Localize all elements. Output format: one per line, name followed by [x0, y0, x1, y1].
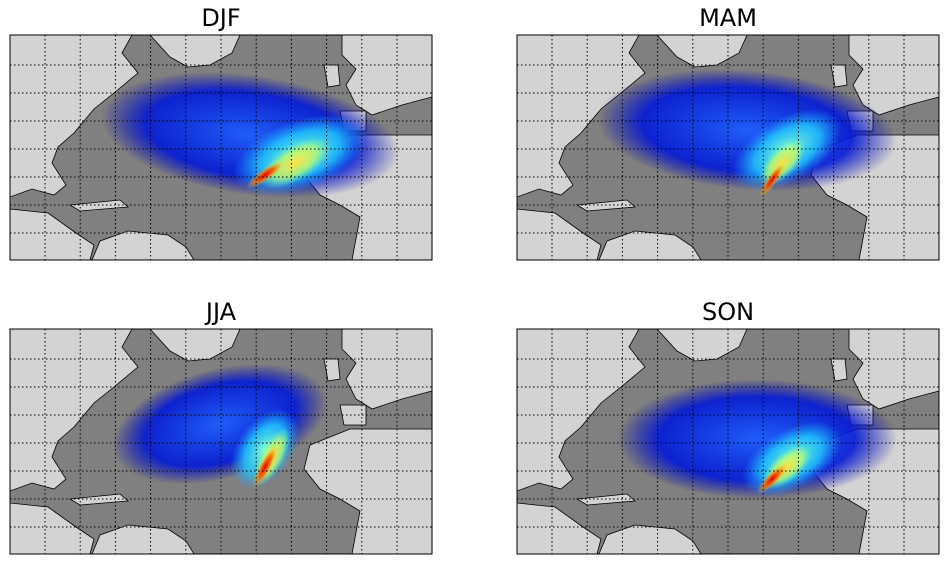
map-panel [9, 34, 433, 261]
map-frame [9, 328, 433, 555]
land [517, 329, 646, 492]
panel-title: SON [702, 298, 754, 326]
land [10, 208, 95, 260]
density [259, 137, 331, 189]
land [598, 230, 702, 260]
panel-title: JJA [204, 298, 237, 326]
land [10, 329, 139, 492]
map-content [10, 35, 432, 260]
land [598, 524, 702, 554]
land [339, 404, 367, 426]
panel-title: MAM [699, 4, 757, 32]
land [10, 502, 95, 554]
map-frame [516, 328, 940, 555]
map-panel [516, 34, 940, 261]
density [759, 163, 785, 197]
map-panel [9, 328, 433, 555]
land [517, 502, 602, 554]
land [517, 208, 602, 260]
density [246, 161, 284, 189]
map-panel [516, 328, 940, 555]
panel-title: DJF [201, 4, 240, 32]
map-content [517, 35, 939, 260]
density [252, 445, 278, 489]
map-content [517, 329, 939, 554]
density [757, 464, 787, 494]
land [91, 230, 195, 260]
land [10, 35, 139, 198]
land [517, 35, 646, 198]
map-frame [516, 34, 940, 261]
land [848, 329, 939, 410]
land [341, 329, 432, 410]
land [91, 524, 195, 554]
land [303, 428, 432, 554]
map-frame [9, 34, 433, 261]
map-content [10, 329, 432, 554]
